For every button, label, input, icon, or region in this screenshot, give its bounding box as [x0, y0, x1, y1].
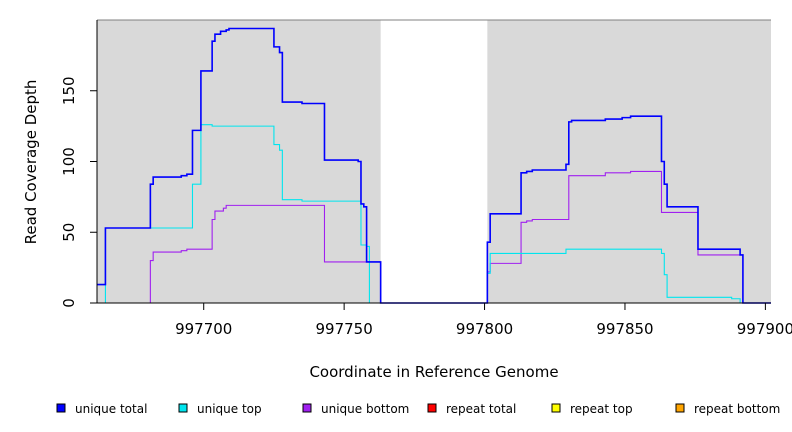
- x-tick-label: 997700: [175, 320, 232, 338]
- x-tick-label: 997900: [737, 320, 792, 338]
- y-tick-label: 50: [60, 223, 78, 242]
- legend-label-repeat-bottom: repeat bottom: [694, 402, 780, 416]
- y-tick-label: 100: [60, 147, 78, 176]
- legend-swatch-repeat-top: [551, 403, 561, 413]
- legend-swatch-unique-bottom: [302, 403, 312, 413]
- x-axis-ticks: 997700 997750 997800 997850 997900: [175, 303, 792, 338]
- y-axis-ticks: 0 50 100 150: [60, 76, 97, 308]
- legend-swatch-unique-total: [56, 403, 66, 413]
- legend: unique total unique top unique bottom repea…: [56, 402, 780, 416]
- x-tick-label: 997850: [596, 320, 653, 338]
- x-axis-title: Coordinate in Reference Genome: [309, 363, 558, 381]
- legend-swatch-repeat-bottom: [675, 403, 685, 413]
- legend-swatch-unique-top: [178, 403, 188, 413]
- y-tick-label: 0: [60, 298, 78, 308]
- y-tick-label: 150: [60, 76, 78, 105]
- x-tick-label: 997800: [456, 320, 513, 338]
- shaded-region-1: [97, 20, 381, 303]
- legend-label-unique-top: unique top: [197, 402, 262, 416]
- shaded-regions: [97, 20, 771, 303]
- legend-label-unique-total: unique total: [75, 402, 147, 416]
- series-line-unique-total: [97, 27, 771, 304]
- y-axis-title: Read Coverage Depth: [22, 80, 40, 245]
- legend-label-repeat-top: repeat top: [570, 402, 633, 416]
- legend-label-unique-bottom: unique bottom: [321, 402, 409, 416]
- shaded-region-2: [487, 20, 771, 303]
- legend-swatch-repeat-total: [427, 403, 437, 413]
- x-tick-label: 997750: [316, 320, 373, 338]
- legend-label-repeat-total: repeat total: [446, 402, 516, 416]
